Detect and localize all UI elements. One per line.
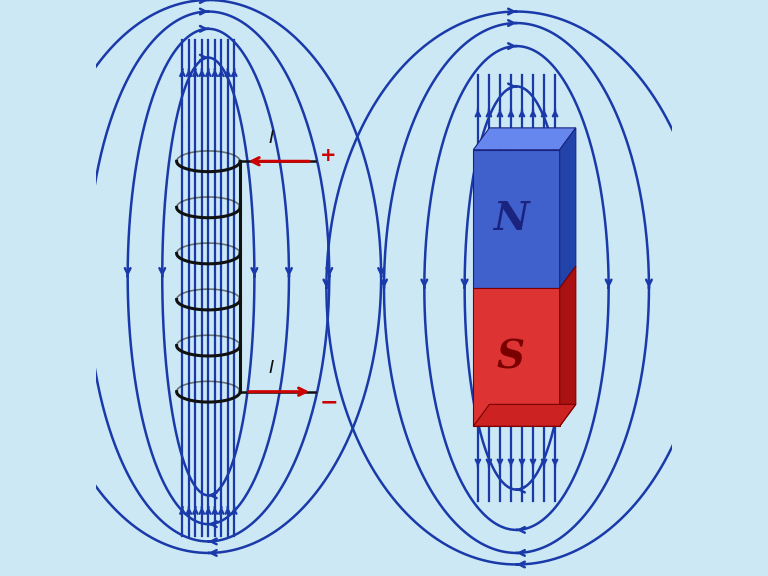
Polygon shape [560,266,576,426]
Polygon shape [473,404,576,426]
Polygon shape [473,150,560,288]
Text: +: + [319,146,336,165]
Text: $I$: $I$ [268,359,275,377]
Text: $I$: $I$ [268,129,275,147]
Polygon shape [560,128,576,288]
Polygon shape [473,128,576,150]
Polygon shape [473,288,560,426]
Text: N: N [493,200,528,238]
Text: S: S [497,338,525,376]
Text: −: − [319,392,338,412]
